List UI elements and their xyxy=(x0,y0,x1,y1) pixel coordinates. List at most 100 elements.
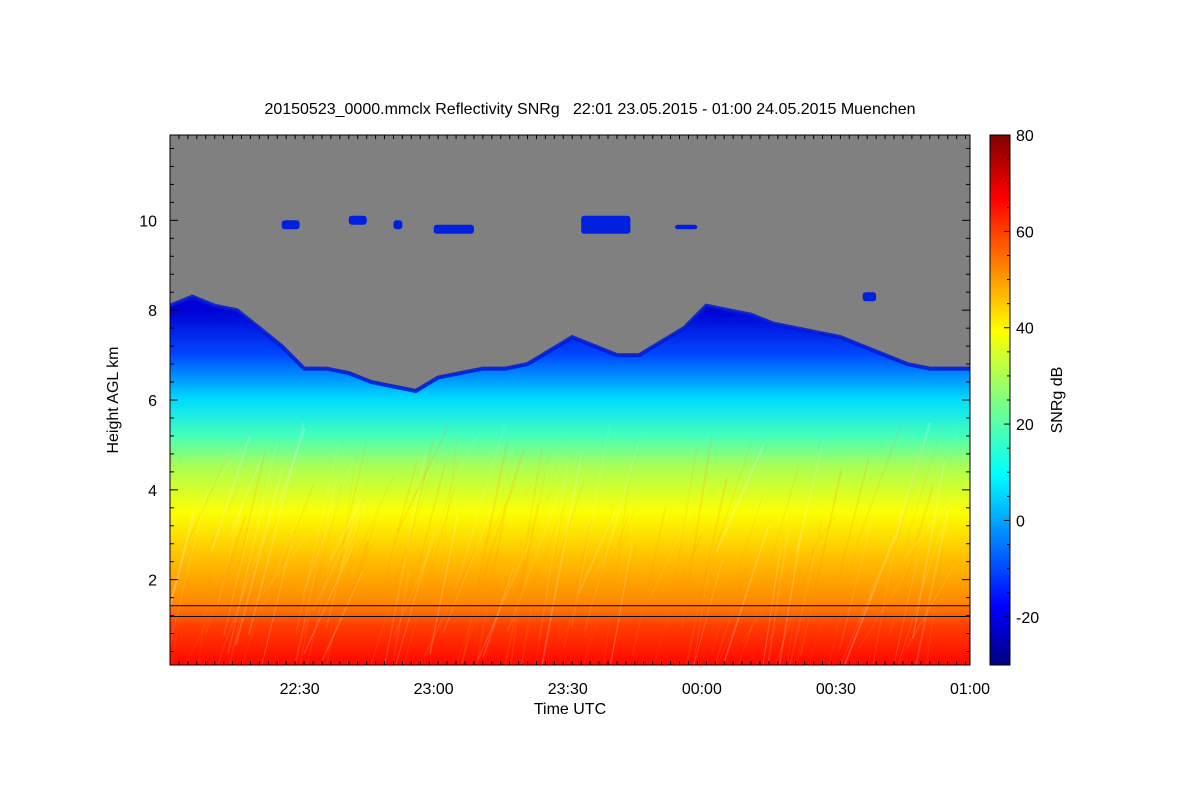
fallstreak xyxy=(710,494,764,654)
fallstreak xyxy=(715,442,766,553)
fallstreak xyxy=(523,436,564,498)
fallstreak xyxy=(774,568,801,665)
fallstreak xyxy=(537,453,583,665)
fallstreak xyxy=(837,457,870,581)
fallstreak xyxy=(599,472,631,665)
fallstreak xyxy=(349,519,376,606)
fallstreak xyxy=(326,545,372,652)
fallstreak xyxy=(259,534,309,599)
colorbar-tick-label: 40 xyxy=(1016,321,1034,338)
fallstreak xyxy=(497,468,547,665)
colorbar-label: SNRg dB xyxy=(1049,367,1066,434)
y-tick-label: 10 xyxy=(139,213,157,230)
fallstreak xyxy=(666,446,698,629)
fallstreak xyxy=(470,508,507,665)
fallstreak xyxy=(721,567,774,665)
colorbar-tick-label: -20 xyxy=(1016,610,1039,627)
upper-cloud-patch xyxy=(675,224,698,230)
fallstreak xyxy=(330,497,362,561)
fallstreak xyxy=(403,485,456,665)
fallstreak xyxy=(745,466,800,646)
fallstreak xyxy=(378,571,410,665)
fallstreak xyxy=(577,503,614,665)
x-axis-label: Time UTC xyxy=(534,701,606,718)
fallstreak xyxy=(677,535,715,665)
fallstreak xyxy=(764,534,802,665)
fallstreak xyxy=(454,424,506,590)
fallstreak xyxy=(197,443,246,507)
fallstreak xyxy=(910,547,944,665)
fallstreak xyxy=(910,509,950,665)
fallstreak xyxy=(868,555,919,665)
fallstreak xyxy=(387,445,443,600)
fallstreak xyxy=(386,532,435,665)
fallstreaks xyxy=(170,422,961,665)
fallstreak xyxy=(583,543,637,665)
fallstreak xyxy=(626,574,681,665)
fallstreak xyxy=(461,441,509,664)
fallstreak xyxy=(482,566,515,658)
fallstreak xyxy=(210,435,251,552)
fallstreak xyxy=(514,475,562,555)
fallstreak xyxy=(582,506,636,665)
fallstreak xyxy=(201,567,253,665)
upper-cloud-patch xyxy=(393,220,403,230)
upper-cloud-patch xyxy=(862,292,877,302)
x-axis: 22:30 23:00 23:30 00:00 00:30 01:00 xyxy=(169,135,990,698)
x-tick-label: 23:00 xyxy=(414,681,454,698)
fallstreak xyxy=(170,454,173,627)
colorbar: -20 0 20 40 60 80 SNRg dB xyxy=(989,128,1066,666)
fallstreak xyxy=(302,457,355,595)
fallstreak xyxy=(590,495,641,579)
fallstreak xyxy=(199,485,240,566)
colorbar-ticks: -20 0 20 40 60 80 xyxy=(1004,128,1039,666)
fallstreak xyxy=(589,518,623,601)
fallstreak xyxy=(204,514,247,635)
colorbar-tick-label: 80 xyxy=(1016,128,1034,145)
fallstreak xyxy=(678,477,728,665)
fallstreak xyxy=(260,476,314,612)
fallstreak xyxy=(570,424,611,627)
fallstreak xyxy=(170,510,195,665)
fallstreak xyxy=(282,533,324,665)
fallstreak xyxy=(631,507,667,657)
fallstreak xyxy=(303,538,357,655)
fallstreak xyxy=(583,443,639,631)
fallstreak xyxy=(513,446,544,615)
fallstreak xyxy=(900,423,943,559)
upper-cloud-patch xyxy=(348,215,367,225)
fallstreak xyxy=(794,518,823,665)
fallstreak xyxy=(843,535,896,665)
fallstreak xyxy=(704,438,754,581)
y-tick-label: 6 xyxy=(148,393,157,410)
fallstreak xyxy=(890,445,924,560)
fallstreak xyxy=(506,486,562,632)
colorbar-tick-label: 0 xyxy=(1016,513,1025,530)
fallstreak xyxy=(170,573,188,665)
x-tick-label: 22:30 xyxy=(280,681,320,698)
fallstreak xyxy=(341,540,369,621)
fallstreak xyxy=(429,514,459,655)
fallstreak xyxy=(434,427,483,511)
fallstreak xyxy=(760,578,801,660)
fallstreak xyxy=(325,508,357,629)
fallstreak xyxy=(858,572,907,650)
upper-cloud-patch xyxy=(433,224,474,234)
fallstreak xyxy=(759,526,790,665)
fallstreak xyxy=(583,515,629,638)
fallstreak xyxy=(338,441,367,561)
y-tick-label: 8 xyxy=(148,303,157,320)
fallstreak xyxy=(170,552,189,665)
fallstreak xyxy=(442,506,494,634)
fallstreak xyxy=(237,452,266,570)
y-tick-label: 2 xyxy=(148,573,157,590)
y-tick-label: 4 xyxy=(148,483,157,500)
fallstreak xyxy=(324,468,355,665)
fallstreak xyxy=(216,503,244,608)
fallstreak xyxy=(492,503,539,665)
fallstreak xyxy=(180,569,212,665)
fallstreak xyxy=(170,516,195,657)
fallstreak xyxy=(248,422,305,635)
fallstreak xyxy=(427,461,459,566)
